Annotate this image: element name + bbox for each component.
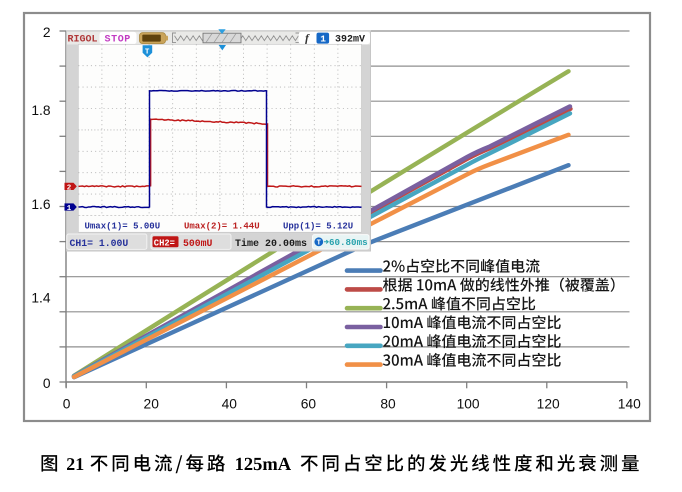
svg-text:100: 100 bbox=[457, 397, 480, 412]
svg-text:140: 140 bbox=[618, 397, 641, 412]
svg-text:0: 0 bbox=[43, 376, 51, 391]
svg-text:1.8: 1.8 bbox=[31, 103, 51, 118]
svg-text:1.6: 1.6 bbox=[31, 197, 51, 212]
svg-text:STOP: STOP bbox=[105, 35, 131, 46]
svg-text:T: T bbox=[317, 240, 322, 248]
svg-text:40: 40 bbox=[222, 397, 238, 412]
svg-text:Time 20.00ms: Time 20.00ms bbox=[235, 238, 307, 250]
svg-text:392mV: 392mV bbox=[335, 35, 365, 46]
svg-text:2: 2 bbox=[67, 185, 72, 193]
svg-text:500mU: 500mU bbox=[183, 238, 213, 249]
svg-text:1: 1 bbox=[67, 205, 72, 213]
svg-text:T: T bbox=[145, 49, 150, 57]
svg-text:80: 80 bbox=[380, 397, 396, 412]
svg-text:Upp(1)= 5.12U: Upp(1)= 5.12U bbox=[283, 222, 353, 232]
svg-text:60: 60 bbox=[301, 397, 317, 412]
svg-text:0: 0 bbox=[63, 397, 71, 412]
svg-text:Umax(2)= 1.44U: Umax(2)= 1.44U bbox=[184, 222, 260, 232]
svg-text:60.80ms: 60.80ms bbox=[329, 237, 368, 248]
svg-text:120: 120 bbox=[537, 397, 560, 412]
svg-text:CH1= 1.00U: CH1= 1.00U bbox=[70, 238, 129, 249]
svg-text:1: 1 bbox=[320, 34, 326, 45]
svg-text:RIGOL: RIGOL bbox=[68, 34, 98, 45]
svg-text:f: f bbox=[305, 33, 310, 45]
svg-text:2: 2 bbox=[43, 25, 51, 40]
svg-text:20: 20 bbox=[144, 397, 160, 412]
svg-text:CH2=: CH2= bbox=[154, 238, 175, 248]
svg-text:1.4: 1.4 bbox=[31, 290, 51, 305]
svg-text:Umax(1)= 5.00U: Umax(1)= 5.00U bbox=[85, 222, 161, 232]
